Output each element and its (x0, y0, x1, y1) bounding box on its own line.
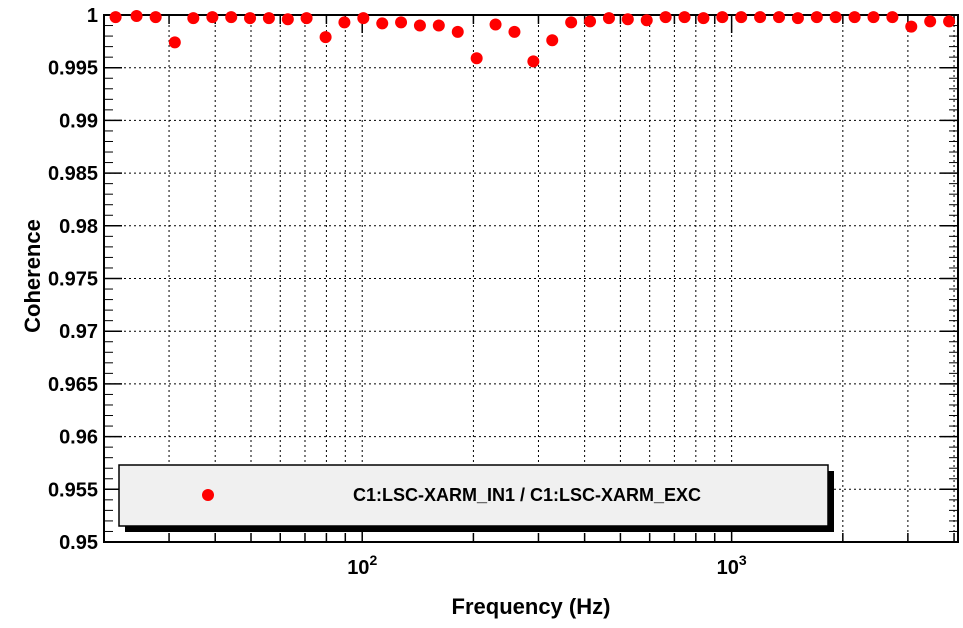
data-point (640, 14, 653, 27)
data-point (678, 11, 691, 24)
data-point (546, 34, 559, 47)
data-point (168, 36, 181, 49)
data-point (527, 55, 540, 68)
x-axis-title: Frequency (Hz) (452, 594, 611, 619)
data-point (659, 11, 672, 24)
data-point (867, 11, 880, 24)
y-tick-label: 0.95 (59, 532, 98, 554)
data-point (109, 11, 122, 24)
data-point (886, 11, 899, 24)
y-tick-label: 1 (87, 5, 98, 27)
data-point (357, 12, 370, 25)
data-point (716, 11, 729, 24)
data-point (338, 16, 351, 29)
data-point (432, 19, 445, 32)
data-point (773, 11, 786, 24)
data-point (281, 13, 294, 26)
data-point (244, 12, 257, 25)
y-tick-label: 0.97 (59, 321, 98, 343)
axis-ticks (103, 14, 958, 543)
x-tick-label: 103 (717, 552, 747, 579)
data-point (943, 15, 956, 28)
data-point (810, 11, 823, 24)
y-tick-labels: 0.95 0.955 0.96 0.965 0.97 0.975 0.98 0.985 0.99… (48, 5, 98, 554)
data-point (697, 12, 710, 25)
data-point (319, 31, 332, 44)
data-point (225, 11, 238, 24)
data-point (565, 16, 578, 29)
data-point (300, 12, 313, 25)
data-point (262, 12, 275, 25)
y-tick-label: 0.955 (48, 479, 98, 501)
data-point (206, 11, 219, 24)
data-point (905, 20, 918, 33)
y-tick-label: 0.98 (59, 216, 98, 238)
y-axis-title: Coherence (20, 219, 45, 333)
data-point (489, 18, 502, 31)
data-point (451, 25, 464, 38)
x-tick-label: 102 (347, 552, 377, 579)
y-tick-label: 0.99 (59, 110, 98, 132)
data-point (395, 16, 408, 29)
data-point (149, 11, 162, 24)
data-point (602, 12, 615, 25)
legend-box (118, 464, 829, 527)
grid-lines (103, 15, 958, 542)
data-point (413, 19, 426, 32)
legend-marker (202, 489, 214, 501)
data-point (848, 11, 861, 24)
data-point (187, 12, 200, 25)
data-point (584, 15, 597, 28)
data-point (754, 11, 767, 24)
data-point (924, 15, 937, 28)
y-tick-label: 0.975 (48, 269, 98, 291)
y-tick-label: 0.965 (48, 374, 98, 396)
data-points (109, 10, 956, 68)
legend: C1:LSC-XARM_IN1 / C1:LSC-XARM_EXC (118, 464, 834, 532)
y-tick-label: 0.995 (48, 58, 98, 80)
legend-label: C1:LSC-XARM_IN1 / C1:LSC-XARM_EXC (353, 485, 701, 505)
data-point (791, 12, 804, 25)
data-point (735, 11, 748, 24)
y-tick-label: 0.985 (48, 163, 98, 185)
data-point (376, 17, 389, 30)
data-point (470, 52, 483, 65)
data-point (508, 25, 521, 38)
data-point (130, 10, 143, 23)
data-point (829, 11, 842, 24)
y-tick-label: 0.96 (59, 427, 98, 449)
data-point (621, 13, 634, 26)
x-tick-labels: 102 103 (347, 552, 747, 579)
